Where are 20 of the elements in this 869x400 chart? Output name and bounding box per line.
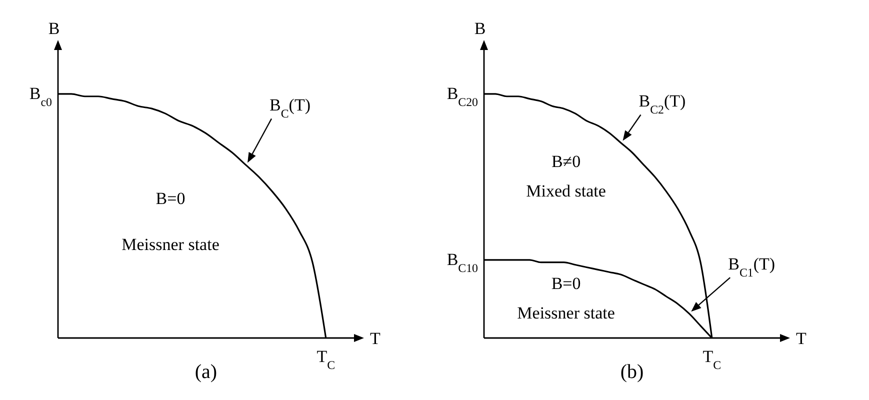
- annotation: B=0: [156, 188, 186, 208]
- text: B$_{C}$(T): [270, 96, 311, 121]
- annotation: Mixed state: [526, 181, 606, 200]
- text: B$_{C1}$(T): [728, 254, 776, 280]
- series-label: B$_{C2}$(T): [638, 92, 686, 117]
- annotation: Meissner state: [517, 303, 615, 322]
- text: B$_{C20}$: [446, 84, 478, 109]
- text: T$_{C}$: [316, 347, 336, 372]
- text: (a): [194, 361, 218, 383]
- annotation: B=0: [551, 274, 581, 294]
- text: (b): [620, 361, 644, 383]
- annotation: B$_{c0}$: [29, 84, 52, 109]
- x-axis-title: T: [796, 329, 807, 348]
- text: B$_{C10}$: [446, 250, 478, 275]
- y-axis-title: B: [48, 19, 60, 38]
- annotation: Meissner state: [122, 235, 220, 254]
- text: T$_{C}$: [702, 347, 722, 372]
- y-axis-title: B: [474, 19, 486, 38]
- annotation: B≠0: [551, 152, 581, 172]
- x-axis-title: T: [370, 329, 381, 348]
